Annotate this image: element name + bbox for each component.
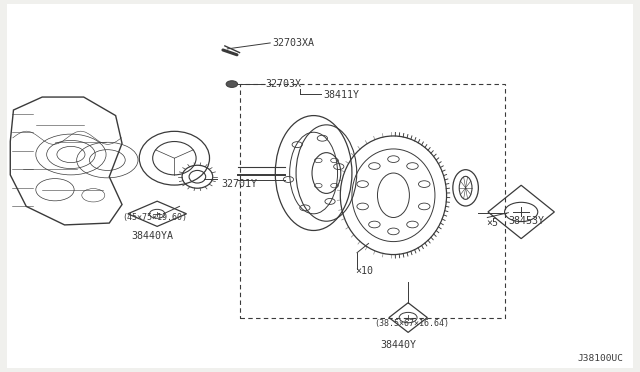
Text: 32703XA: 32703XA	[272, 38, 314, 48]
Text: ×10: ×10	[355, 266, 373, 276]
Text: (38.5×67×16.64): (38.5×67×16.64)	[374, 319, 449, 328]
Text: 38411Y: 38411Y	[323, 90, 359, 100]
Text: ×5: ×5	[486, 218, 498, 228]
Text: 38440Y: 38440Y	[381, 340, 417, 350]
Text: 38440YA: 38440YA	[132, 231, 173, 241]
Text: 32703X: 32703X	[266, 79, 301, 89]
Text: J38100UC: J38100UC	[577, 354, 623, 363]
Text: (45×75×19.60): (45×75×19.60)	[122, 213, 187, 222]
Text: 32701Y: 32701Y	[221, 179, 257, 189]
Bar	[240, 84, 505, 318]
Ellipse shape	[226, 81, 237, 87]
Text: 38453Y: 38453Y	[508, 216, 545, 226]
